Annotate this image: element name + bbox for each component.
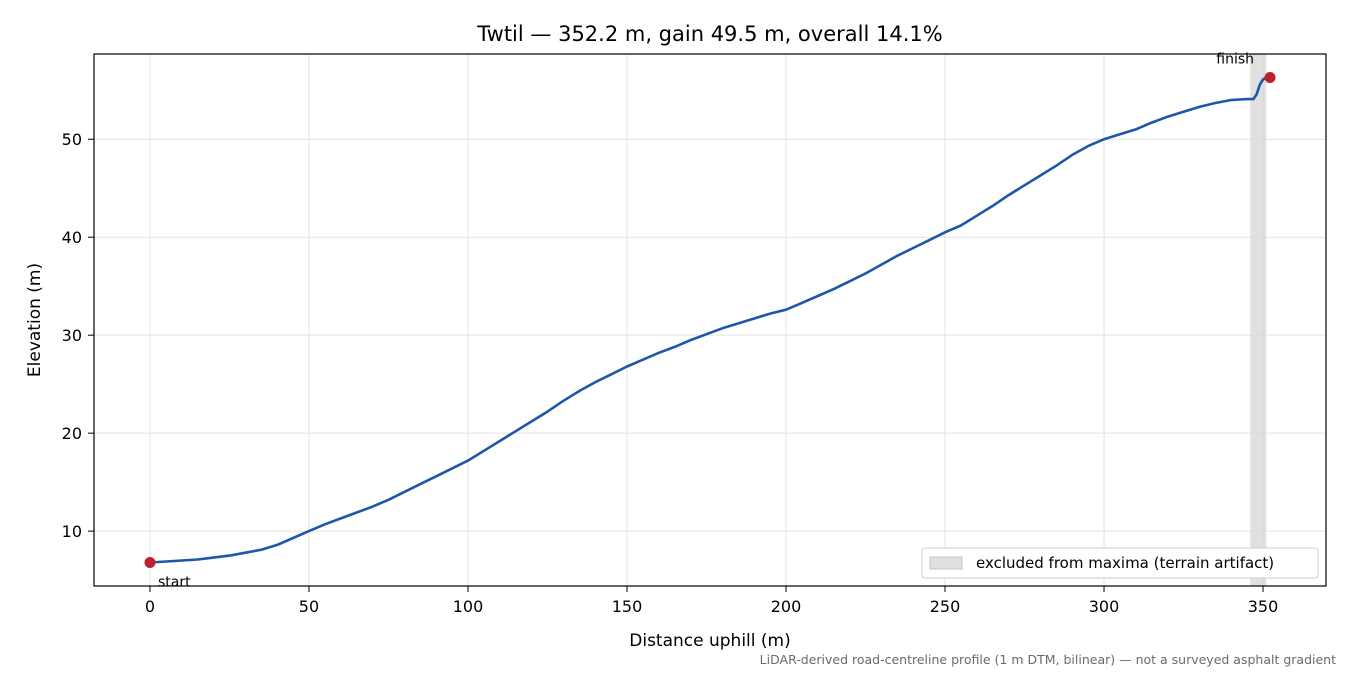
legend-box [921, 547, 1319, 579]
y-tick-label: 10 [62, 522, 82, 541]
x-tick-label: 150 [612, 597, 643, 616]
start-marker [144, 556, 156, 568]
finish-marker [1264, 72, 1276, 84]
y-tick-label: 20 [62, 424, 82, 443]
chart-title: Twtil — 352.2 m, gain 49.5 m, overall 14… [476, 22, 942, 46]
legend: excluded from maxima (terrain artifact) [921, 547, 1319, 579]
x-axis-label: Distance uphill (m) [629, 631, 790, 651]
x-tick-label: 0 [145, 597, 155, 616]
x-tick-label: 100 [453, 597, 484, 616]
plot-frame [93, 53, 1327, 587]
markers-layer: start finish [144, 52, 1276, 590]
start-label: start [158, 574, 191, 590]
ticks-layer: 0 50 100 150 200 250 300 350 10 20 30 40 50 [62, 130, 1279, 616]
x-tick-label: 350 [1248, 597, 1279, 616]
x-tick-label: 200 [771, 597, 802, 616]
series-layer [148, 76, 1272, 564]
legend-swatch-excluded [929, 556, 963, 570]
y-tick-label: 50 [62, 130, 82, 149]
y-axis-label: Elevation (m) [25, 263, 45, 377]
legend-label-excluded: excluded from maxima (terrain artifact) [976, 554, 1274, 572]
footnote: LiDAR-derived road-centreline profile (1… [760, 652, 1336, 667]
y-tick-label: 40 [62, 228, 82, 247]
excluded-band [1250, 54, 1267, 586]
x-tick-label: 250 [930, 597, 961, 616]
gridlines [94, 54, 1326, 586]
y-tick-label: 30 [62, 326, 82, 345]
x-tick-label: 300 [1089, 597, 1120, 616]
x-tick-label: 50 [299, 597, 319, 616]
excluded-band-layer [1250, 54, 1267, 586]
elevation-line [148, 76, 1272, 564]
finish-label: finish [1216, 52, 1254, 68]
